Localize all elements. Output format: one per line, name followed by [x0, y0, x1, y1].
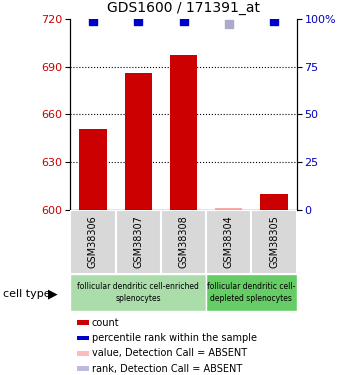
- Bar: [206, 210, 251, 274]
- Bar: [76, 321, 88, 325]
- Text: follicular dendritic cell-
depleted splenocytes: follicular dendritic cell- depleted sple…: [207, 282, 296, 303]
- Text: count: count: [92, 318, 120, 328]
- Bar: [76, 336, 88, 340]
- Text: GSM38304: GSM38304: [224, 216, 234, 268]
- Bar: [161, 210, 206, 274]
- Bar: [125, 73, 152, 210]
- Bar: [79, 129, 107, 210]
- Text: GSM38306: GSM38306: [88, 216, 98, 268]
- Bar: [70, 274, 206, 311]
- Text: follicular dendritic cell-enriched
splenocytes: follicular dendritic cell-enriched splen…: [77, 282, 199, 303]
- Bar: [70, 210, 116, 274]
- Bar: [215, 209, 243, 210]
- Bar: [251, 210, 297, 274]
- Text: value, Detection Call = ABSENT: value, Detection Call = ABSENT: [92, 348, 247, 358]
- Bar: [260, 194, 288, 210]
- Bar: [170, 56, 197, 210]
- Text: percentile rank within the sample: percentile rank within the sample: [92, 333, 257, 343]
- Text: rank, Detection Call = ABSENT: rank, Detection Call = ABSENT: [92, 364, 242, 374]
- Bar: [76, 366, 88, 371]
- Text: GSM38308: GSM38308: [178, 216, 189, 268]
- Text: GSM38305: GSM38305: [269, 215, 279, 268]
- Bar: [116, 210, 161, 274]
- Text: cell type: cell type: [3, 290, 51, 299]
- Text: GSM38307: GSM38307: [133, 215, 143, 268]
- Text: ▶: ▶: [48, 288, 58, 301]
- Bar: [76, 351, 88, 355]
- Bar: [206, 274, 297, 311]
- Title: GDS1600 / 171391_at: GDS1600 / 171391_at: [107, 1, 260, 15]
